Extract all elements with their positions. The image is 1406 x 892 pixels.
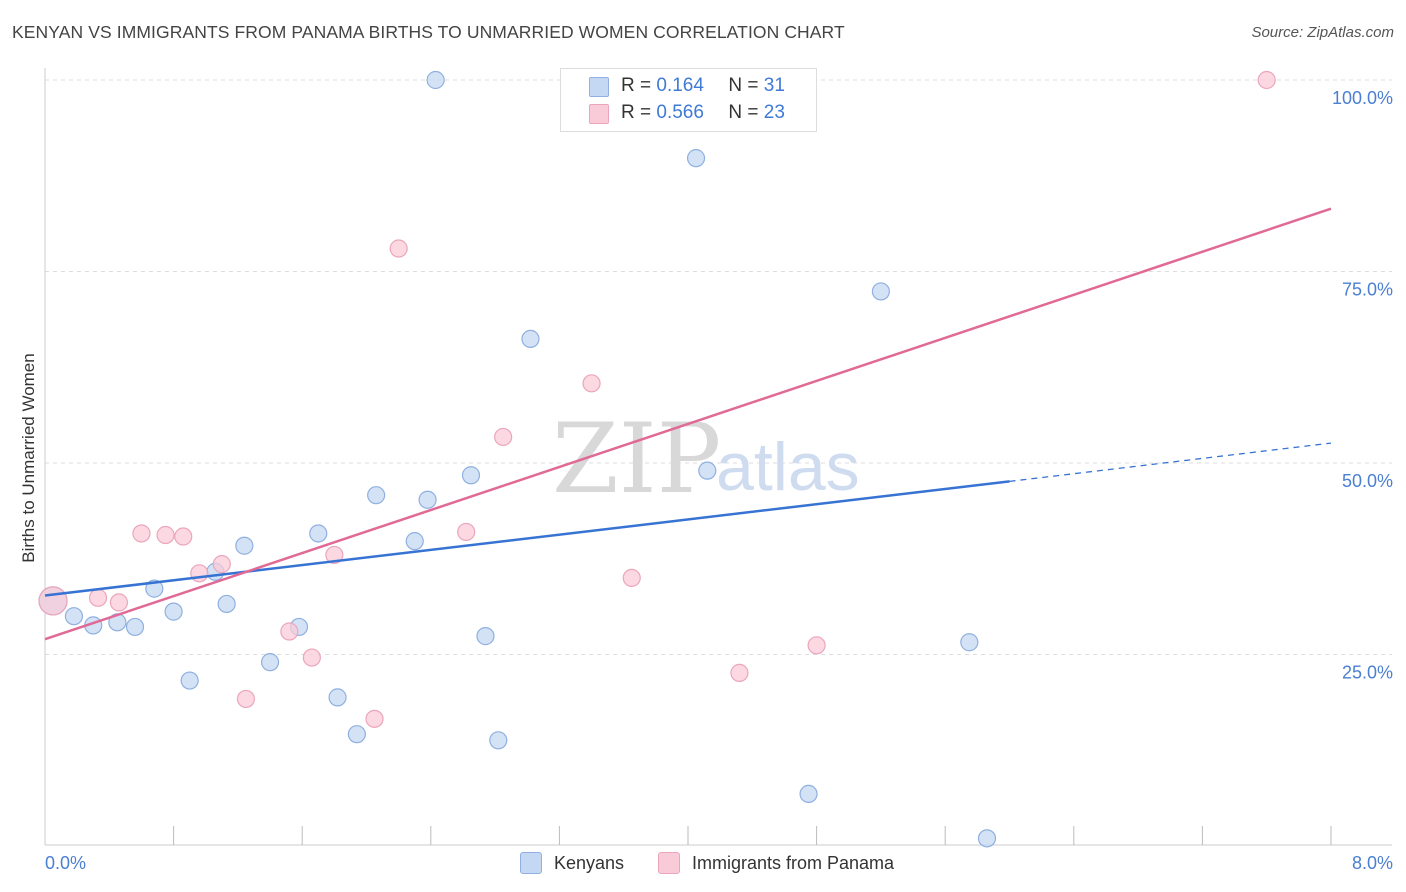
series-legend: Kenyans Immigrants from Panama — [0, 852, 1406, 876]
kenyan-point — [180, 671, 199, 690]
panama-point — [236, 689, 256, 709]
panama-point — [389, 239, 408, 258]
panama-point — [494, 427, 513, 447]
y-tick-label: 25.0% — [1342, 663, 1393, 683]
panama-point — [582, 374, 601, 393]
legend-item-kenyans[interactable]: Kenyans — [520, 852, 624, 874]
kenyans-trend-extension — [1009, 442, 1332, 483]
kenyan-point — [347, 725, 366, 744]
legend-swatch-panama — [589, 104, 609, 124]
panama-point — [212, 555, 231, 574]
kenyan-point — [367, 486, 386, 505]
panama-point — [302, 648, 321, 667]
kenyan-point — [426, 70, 445, 90]
panama-point — [1257, 70, 1276, 90]
legend-n-value: 23 — [763, 102, 785, 123]
panama-point — [457, 522, 476, 542]
panama-point — [88, 588, 108, 607]
legend-row-kenyans: R = 0.164 N = 31 — [621, 73, 785, 99]
legend-r-label: R = — [621, 75, 652, 96]
panama-point — [190, 564, 209, 583]
y-axis-title: Births to Unmarried Women — [19, 353, 38, 562]
panama-point — [156, 525, 175, 545]
legend-label-kenyans: Kenyans — [554, 852, 625, 873]
panama-point — [132, 524, 151, 543]
kenyans-trend-line — [44, 480, 1010, 597]
panama-point — [174, 527, 193, 546]
legend-swatch-panama — [658, 852, 680, 874]
legend-swatch-kenyans — [520, 852, 542, 874]
legend-n-value: 31 — [763, 75, 785, 96]
legend-n-label: N = — [728, 75, 759, 96]
panama-point — [280, 622, 299, 641]
kenyan-point — [418, 490, 437, 509]
watermark-atlas: atlas — [716, 429, 860, 505]
axes — [44, 68, 1392, 846]
kenyan-point — [489, 731, 508, 750]
legend-label-panama: Immigrants from Panama — [692, 852, 895, 873]
kenyan-point — [235, 536, 254, 555]
kenyan-point — [405, 532, 424, 551]
kenyan-point — [799, 784, 818, 804]
panama-point — [807, 636, 826, 655]
kenyan-point — [309, 524, 328, 543]
kenyan-point — [328, 688, 347, 707]
kenyan-point — [476, 627, 495, 646]
y-tick-label: 50.0% — [1342, 471, 1393, 491]
kenyan-point — [977, 829, 997, 848]
kenyan-point — [217, 594, 236, 614]
kenyan-point — [698, 461, 717, 480]
legend-item-panama[interactable]: Immigrants from Panama — [658, 852, 894, 874]
kenyan-point — [686, 149, 706, 168]
chart-title: KENYAN VS IMMIGRANTS FROM PANAMA BIRTHS … — [12, 22, 845, 42]
legend-swatch-kenyans — [589, 77, 609, 97]
legend-r-value: 0.566 — [656, 102, 704, 123]
kenyan-point — [125, 617, 145, 637]
y-tick-label: 75.0% — [1342, 280, 1393, 300]
source-credit: Source: ZipAtlas.com — [1251, 24, 1394, 41]
panama-point — [38, 586, 68, 616]
panama-point — [109, 593, 129, 612]
kenyan-point — [164, 602, 183, 621]
panama-point — [730, 663, 749, 682]
kenyan-point — [960, 633, 979, 652]
kenyan-point — [461, 466, 481, 485]
kenyan-point — [145, 579, 164, 598]
panama-point — [325, 545, 344, 565]
x-tick-label-min: 0.0% — [45, 853, 86, 873]
kenyan-point — [521, 329, 540, 349]
ticks: 25.0% 50.0% 75.0% 100.0% — [173, 88, 1393, 845]
legend-n-label: N = — [728, 102, 759, 123]
watermark: ZIP atlas — [552, 403, 860, 515]
kenyan-point — [871, 282, 891, 301]
series-panama-points — [38, 70, 1276, 728]
kenyan-point — [64, 607, 84, 626]
legend-r-value: 0.164 — [656, 75, 704, 96]
legend-r-label: R = — [621, 102, 652, 123]
legend-row-panama: R = 0.566 N = 23 — [621, 100, 785, 126]
panama-point — [365, 709, 384, 728]
watermark-zip: ZIP — [552, 403, 721, 515]
panama-trend-line — [44, 207, 1332, 641]
grid-lines — [45, 79, 1392, 655]
y-tick-label: 100.0% — [1332, 88, 1393, 108]
correlation-legend: R = 0.164 N = 31 R = 0.566 N = 23 — [560, 68, 817, 132]
x-tick-label-max: 8.0% — [1352, 853, 1393, 873]
panama-point — [622, 568, 641, 588]
kenyan-point — [260, 653, 280, 672]
trend-lines — [44, 207, 1332, 641]
